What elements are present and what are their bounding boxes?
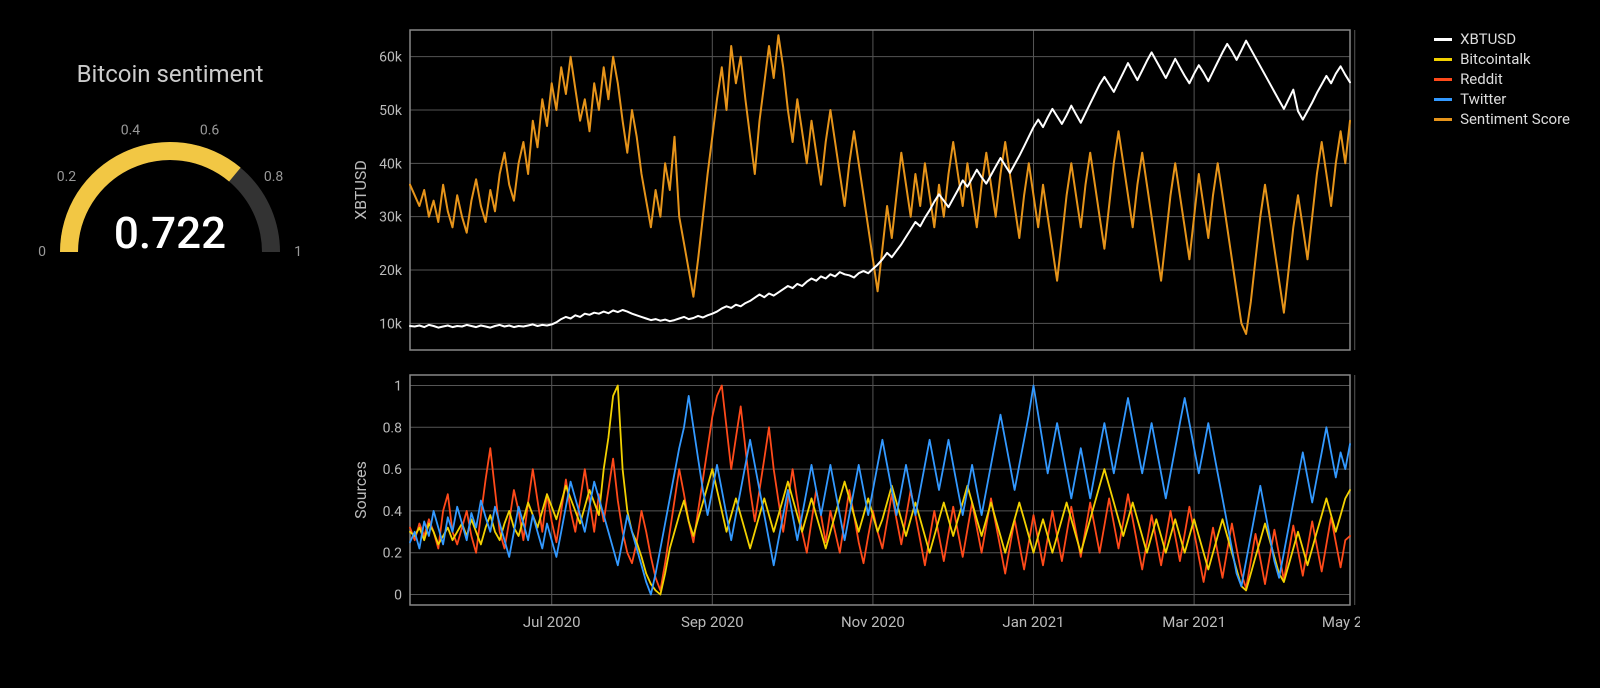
- svg-text:50k: 50k: [379, 103, 403, 119]
- legend-swatch: [1434, 98, 1452, 101]
- svg-text:Jan 2021: Jan 2021: [1002, 613, 1064, 631]
- svg-text:1: 1: [394, 378, 402, 394]
- svg-text:0: 0: [38, 244, 46, 260]
- legend-item: XBTUSD: [1434, 30, 1570, 48]
- svg-text:Sources: Sources: [351, 461, 370, 519]
- charts: 10k 20k 30k 40k 50k 60k XBTUSD 0 0.2 0.4 0.6 0.8 1 So…: [350, 20, 1360, 660]
- legend-label: Twitter: [1460, 90, 1506, 108]
- svg-text:0.2: 0.2: [383, 546, 403, 562]
- legend-item: Bitcointalk: [1434, 50, 1570, 68]
- svg-text:40k: 40k: [379, 156, 403, 172]
- sentiment-gauge: Bitcoin sentiment 0 0.2 0.4 0.6 0.8 1 0.722: [20, 60, 320, 310]
- svg-text:0.8: 0.8: [264, 169, 284, 185]
- svg-text:0.722: 0.722: [114, 207, 226, 259]
- svg-text:0.8: 0.8: [383, 420, 403, 436]
- svg-text:May 2021: May 2021: [1322, 613, 1360, 631]
- svg-text:0.6: 0.6: [200, 122, 220, 138]
- legend-label: Reddit: [1460, 70, 1503, 88]
- legend-swatch: [1434, 118, 1452, 121]
- svg-text:0.4: 0.4: [121, 122, 141, 138]
- legend-label: Bitcointalk: [1460, 50, 1531, 68]
- legend-label: Sentiment Score: [1460, 110, 1570, 128]
- svg-text:Sep 2020: Sep 2020: [681, 613, 744, 631]
- legend-swatch: [1434, 58, 1452, 61]
- svg-text:XBTUSD: XBTUSD: [351, 160, 370, 220]
- svg-text:0.6: 0.6: [383, 462, 403, 478]
- legend-item: Twitter: [1434, 90, 1570, 108]
- svg-text:10k: 10k: [379, 316, 403, 332]
- legend-label: XBTUSD: [1460, 30, 1516, 48]
- legend: XBTUSD Bitcointalk Reddit Twitter Sentiment …: [1434, 30, 1570, 130]
- svg-text:20k: 20k: [379, 263, 403, 279]
- gauge-arc: 0 0.2 0.4 0.6 0.8 1 0.722: [20, 92, 320, 282]
- svg-text:0.2: 0.2: [57, 169, 77, 185]
- legend-swatch: [1434, 38, 1452, 41]
- svg-text:0: 0: [394, 588, 402, 604]
- svg-text:60k: 60k: [379, 50, 403, 66]
- gauge-title: Bitcoin sentiment: [20, 60, 320, 88]
- legend-item: Reddit: [1434, 70, 1570, 88]
- svg-text:Mar 2021: Mar 2021: [1162, 613, 1226, 631]
- svg-text:Jul 2020: Jul 2020: [523, 613, 581, 631]
- legend-swatch: [1434, 78, 1452, 81]
- svg-text:Nov 2020: Nov 2020: [841, 613, 905, 631]
- svg-text:0.4: 0.4: [383, 504, 403, 520]
- svg-text:30k: 30k: [379, 210, 403, 226]
- legend-item: Sentiment Score: [1434, 110, 1570, 128]
- svg-text:1: 1: [294, 244, 302, 260]
